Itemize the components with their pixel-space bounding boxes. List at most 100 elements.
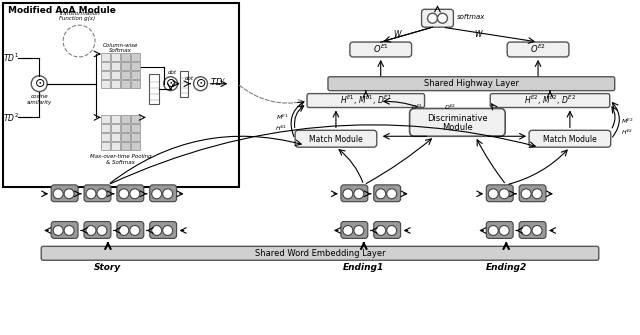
Text: $W$: $W$ [474, 27, 484, 39]
Text: Module: Module [442, 123, 473, 132]
FancyBboxPatch shape [117, 185, 144, 202]
Bar [121, 116, 130, 123]
Text: $TD^1$: $TD^1$ [3, 52, 19, 64]
Text: $M^{E2}$: $M^{E2}$ [621, 117, 634, 126]
FancyBboxPatch shape [529, 130, 611, 147]
Text: softmax: softmax [458, 14, 486, 20]
FancyBboxPatch shape [519, 221, 546, 239]
Text: $H^{E1}$, $M^{E1}$, $D^{E1}$: $H^{E1}$, $M^{E1}$, $D^{E1}$ [340, 94, 392, 107]
Bar [101, 62, 110, 70]
Text: $D^{E2}$: $D^{E2}$ [444, 103, 456, 112]
Bar [121, 71, 130, 79]
Text: $H^{E1}$: $H^{E1}$ [275, 124, 287, 133]
Text: $M^{E1}$: $M^{E1}$ [276, 113, 289, 122]
Text: Softmax: Softmax [109, 48, 132, 53]
Bar [3, 3, 239, 187]
Text: Max-over-time Pooling: Max-over-time Pooling [90, 154, 152, 159]
Text: cosine: cosine [31, 93, 48, 98]
Text: $H^{E2}$, $M^{E2}$, $D^{E2}$: $H^{E2}$, $M^{E2}$, $D^{E2}$ [524, 94, 576, 107]
Circle shape [488, 189, 498, 199]
Circle shape [532, 225, 542, 236]
Text: Ending1: Ending1 [343, 263, 385, 272]
FancyBboxPatch shape [341, 185, 368, 202]
Circle shape [521, 189, 531, 199]
Bar [131, 124, 140, 132]
Bar [131, 116, 140, 123]
Bar [121, 124, 130, 132]
FancyBboxPatch shape [422, 9, 453, 27]
Bar [131, 62, 140, 70]
Bar [111, 53, 120, 61]
Text: $TD'$: $TD'$ [211, 76, 227, 87]
Text: Match Module: Match Module [543, 135, 596, 144]
Bar [111, 71, 120, 79]
Bar [111, 80, 120, 88]
Text: Story: Story [94, 263, 122, 272]
Circle shape [164, 77, 178, 91]
Text: $D^{E1}$: $D^{E1}$ [412, 103, 424, 112]
FancyBboxPatch shape [519, 185, 546, 202]
FancyBboxPatch shape [374, 185, 401, 202]
Circle shape [499, 189, 509, 199]
Bar [148, 74, 159, 104]
Circle shape [130, 189, 140, 199]
Circle shape [53, 225, 63, 236]
Bar [101, 53, 110, 61]
Text: $\odot$: $\odot$ [165, 77, 176, 90]
Circle shape [532, 189, 542, 199]
Text: Column-wise: Column-wise [103, 43, 138, 48]
FancyBboxPatch shape [150, 185, 177, 202]
Bar [101, 80, 110, 88]
Circle shape [163, 189, 173, 199]
Circle shape [354, 225, 364, 236]
Bar [121, 80, 130, 88]
Circle shape [376, 189, 386, 199]
Text: Transformation: Transformation [59, 11, 101, 16]
Text: dot: dot [168, 70, 177, 75]
FancyBboxPatch shape [328, 77, 614, 91]
FancyBboxPatch shape [150, 221, 177, 239]
Circle shape [64, 189, 74, 199]
Circle shape [97, 225, 107, 236]
FancyBboxPatch shape [341, 221, 368, 239]
Circle shape [31, 76, 47, 92]
FancyBboxPatch shape [350, 42, 412, 57]
Text: Ending2: Ending2 [486, 263, 527, 272]
Circle shape [428, 13, 438, 23]
FancyBboxPatch shape [490, 93, 610, 108]
Text: $\odot$: $\odot$ [195, 77, 206, 90]
Text: Discriminative: Discriminative [427, 114, 488, 123]
Text: Shared Highway Layer: Shared Highway Layer [424, 79, 519, 88]
Text: dot: dot [184, 76, 193, 81]
Bar [131, 71, 140, 79]
FancyBboxPatch shape [307, 93, 424, 108]
FancyBboxPatch shape [51, 221, 78, 239]
Text: similarity: similarity [27, 99, 52, 105]
Circle shape [152, 189, 162, 199]
Circle shape [64, 225, 74, 236]
Bar [101, 71, 110, 79]
Bar [101, 133, 110, 141]
Circle shape [86, 189, 96, 199]
Circle shape [193, 77, 207, 91]
Text: $TD^2$: $TD^2$ [3, 111, 19, 124]
Circle shape [354, 189, 364, 199]
Text: Match Module: Match Module [309, 135, 363, 144]
Bar [131, 80, 140, 88]
Bar [111, 133, 120, 141]
Bar [101, 142, 110, 150]
Bar [121, 133, 130, 141]
Circle shape [488, 225, 498, 236]
Circle shape [152, 225, 162, 236]
Bar [101, 116, 110, 123]
Bar [131, 142, 140, 150]
Circle shape [438, 13, 447, 23]
Bar [131, 133, 140, 141]
Bar [111, 62, 120, 70]
FancyBboxPatch shape [507, 42, 569, 57]
Circle shape [130, 225, 140, 236]
FancyBboxPatch shape [117, 221, 144, 239]
Circle shape [119, 189, 129, 199]
FancyBboxPatch shape [374, 221, 401, 239]
Bar [111, 142, 120, 150]
